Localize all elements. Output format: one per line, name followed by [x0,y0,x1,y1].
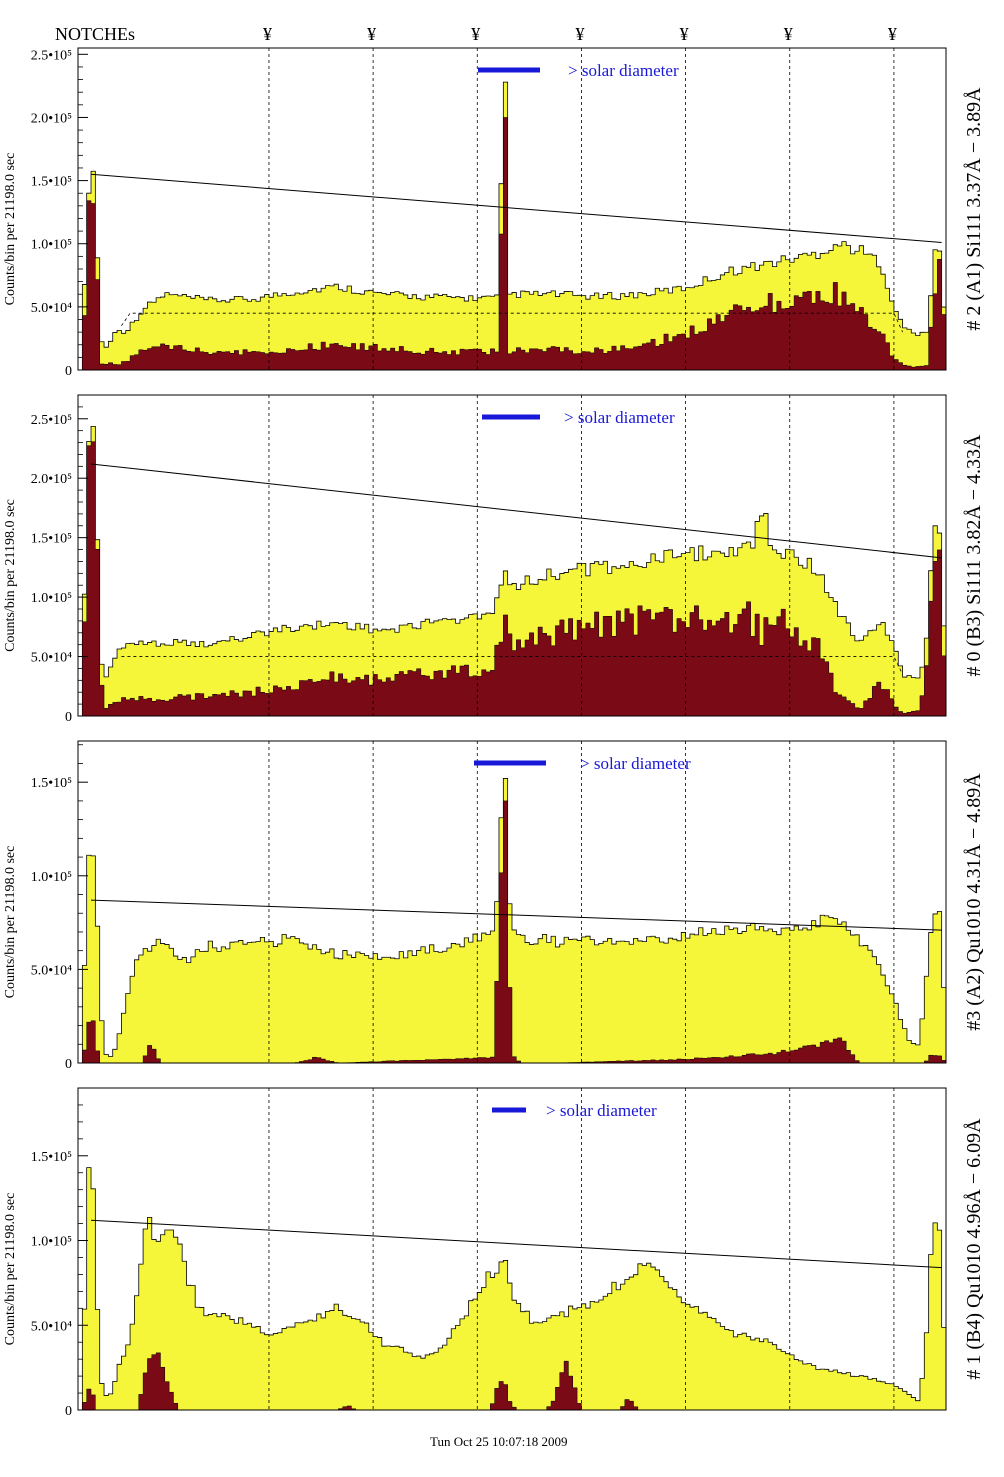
non-solar-counts-histogram [78,441,947,717]
y-axis-title: Counts/bin per 21198.0 sec [3,1193,18,1346]
y-tick-label: 2.0•10⁵ [31,472,72,487]
y-tick-label: 5.0•10⁴ [31,963,72,978]
total-counts-histogram [78,81,947,371]
notch-symbol: ¥ [471,24,480,44]
notch-symbol: ¥ [367,24,376,44]
panel-a1-si111: 0 5.0•10⁴ 1.0•10⁵ 1.5•10⁵ 2.0•10⁵ 2.5•10⁵ Coun… [3,47,985,379]
y-tick-label: 1.5•10⁵ [31,776,72,791]
fit-line [91,899,942,931]
total-counts-histogram [78,778,947,1064]
fit-line [90,173,942,243]
y-tick-label: 1.5•10⁵ [31,532,72,547]
plot-frame [77,394,947,717]
y-tick-label: 1.5•10⁵ [31,175,72,190]
plot-frame [77,47,947,371]
y-tick-label: 0 [65,364,72,379]
solar-diameter-label: > solar diameter [580,754,691,773]
panel-a2-qu1010: 0 5.0•10⁴ 1.0•10⁵ 1.5•10⁵ Counts/bin per 211… [3,740,985,1072]
notch-symbol: ¥ [784,24,793,44]
notch-symbol: ¥ [888,24,897,44]
panel-b4-qu1010: 0 5.0•10⁴ 1.0•10⁵ 1.5•10⁵ Counts/bin per 211… [3,1087,985,1419]
y-tick-label: 1.0•10⁵ [31,591,72,606]
y-tick-label: 0 [65,1404,72,1419]
background-level-line [121,656,903,675]
solar-diameter-label: > solar diameter [546,1101,657,1120]
y-tick-label: 5.0•10⁴ [31,1319,72,1334]
y-tick-label: 2.0•10⁵ [31,111,72,126]
panel-side-label: # 2 (A1) Si111 3.37Å − 3.89Å [963,87,985,331]
non-solar-counts-histogram [78,117,947,371]
background-level-line [121,312,903,333]
y-axis-title: Counts/bin per 21198.0 sec [3,846,18,999]
fit-line [90,463,942,559]
y-tick-label: 1.0•10⁵ [31,1235,72,1250]
panel-side-label: # 1 (B4) Qu1010 4.96Å − 6.09Å [963,1118,985,1380]
notch-symbol: ¥ [575,24,584,44]
panel-side-label: # 0 (B3) Si111 3.82Å − 4.33Å [963,434,985,677]
total-counts-histogram [78,1167,947,1411]
y-axis-title: Counts/bin per 21198.0 sec [3,153,18,306]
notches-label: NOTCHEs [55,24,135,44]
panel-side-label: #3 (A2) Qu1010 4.31Å − 4.89Å [963,773,985,1031]
y-tick-label: 1.0•10⁵ [31,870,72,885]
y-tick-label: 2.5•10⁵ [31,413,72,428]
notch-symbol: ¥ [263,24,272,44]
y-tick-label: 1.5•10⁵ [31,1150,72,1165]
plot-frame [77,1087,947,1411]
notch-symbol: ¥ [680,24,689,44]
y-axis-title: Counts/bin per 21198.0 sec [3,499,18,652]
y-tick-label: 5.0•10⁴ [31,651,72,666]
notch-markers: ¥ ¥ ¥ ¥ ¥ ¥ ¥ [263,24,897,44]
y-tick-label: 0 [65,1057,72,1072]
y-tick-label: 2.5•10⁵ [31,48,72,63]
plot-frame [77,740,947,1064]
panel-b3-si111: 0 5.0•10⁴ 1.0•10⁵ 1.5•10⁵ 2.0•10⁵ 2.5•10⁵ Coun… [3,394,985,725]
solar-diameter-label: > solar diameter [568,61,679,80]
fit-line [90,1219,942,1269]
y-tick-label: 5.0•10⁴ [31,301,72,316]
y-tick-label: 0 [65,710,72,725]
solar-diameter-label: > solar diameter [564,408,675,427]
y-tick-label: 1.0•10⁵ [31,238,72,253]
run-timestamp: Tun Oct 25 10:07:18 2009 [430,1434,567,1449]
